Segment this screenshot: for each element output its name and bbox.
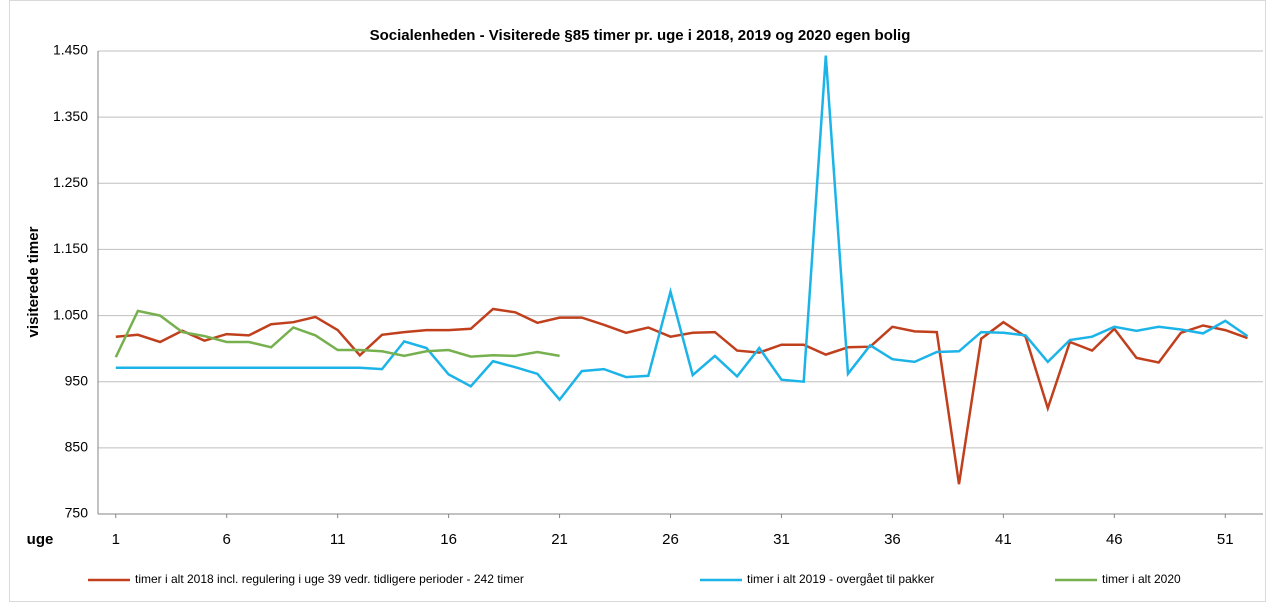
x-tick-label: 1 bbox=[112, 531, 120, 548]
legend-label: timer i alt 2018 incl. regulering i uge … bbox=[135, 572, 524, 586]
y-tick-label: 1.350 bbox=[53, 108, 88, 124]
series-line bbox=[114, 309, 560, 358]
y-tick-label: 850 bbox=[65, 439, 89, 455]
y-axis-label: visiterede timer bbox=[25, 226, 42, 337]
series-line bbox=[115, 55, 1249, 402]
x-tick-label: 46 bbox=[1106, 531, 1123, 548]
y-tick-label: 1.250 bbox=[53, 174, 88, 190]
y-tick-label: 1.050 bbox=[53, 306, 88, 322]
x-tick-label: 41 bbox=[995, 531, 1012, 548]
x-tick-label: 51 bbox=[1217, 531, 1234, 548]
x-tick-label: 11 bbox=[330, 531, 346, 548]
legend-label: timer i alt 2020 bbox=[1102, 572, 1181, 586]
chart-title: Socialenheden - Visiterede §85 timer pr.… bbox=[370, 27, 911, 44]
x-tick-label: 26 bbox=[662, 531, 679, 548]
y-tick-label: 750 bbox=[65, 505, 89, 521]
legend-label: timer i alt 2019 - overgået til pakker bbox=[747, 572, 934, 586]
y-tick-label: 1.450 bbox=[53, 42, 88, 58]
y-tick-label: 950 bbox=[65, 372, 89, 388]
x-tick-label: 36 bbox=[884, 531, 901, 548]
x-tick-label: 31 bbox=[773, 531, 790, 548]
y-tick-label: 1.150 bbox=[53, 240, 88, 256]
chart-border bbox=[9, 0, 1266, 602]
x-tick-label: 6 bbox=[223, 531, 231, 548]
x-axis-label: uge bbox=[27, 531, 54, 548]
x-tick-label: 21 bbox=[551, 531, 568, 548]
x-tick-label: 16 bbox=[440, 531, 457, 548]
